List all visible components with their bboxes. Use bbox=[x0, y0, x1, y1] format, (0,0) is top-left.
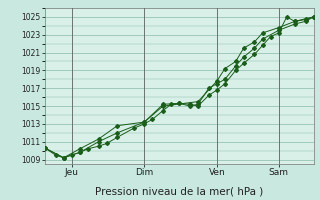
Text: Pression niveau de la mer( hPa ): Pression niveau de la mer( hPa ) bbox=[95, 186, 263, 196]
